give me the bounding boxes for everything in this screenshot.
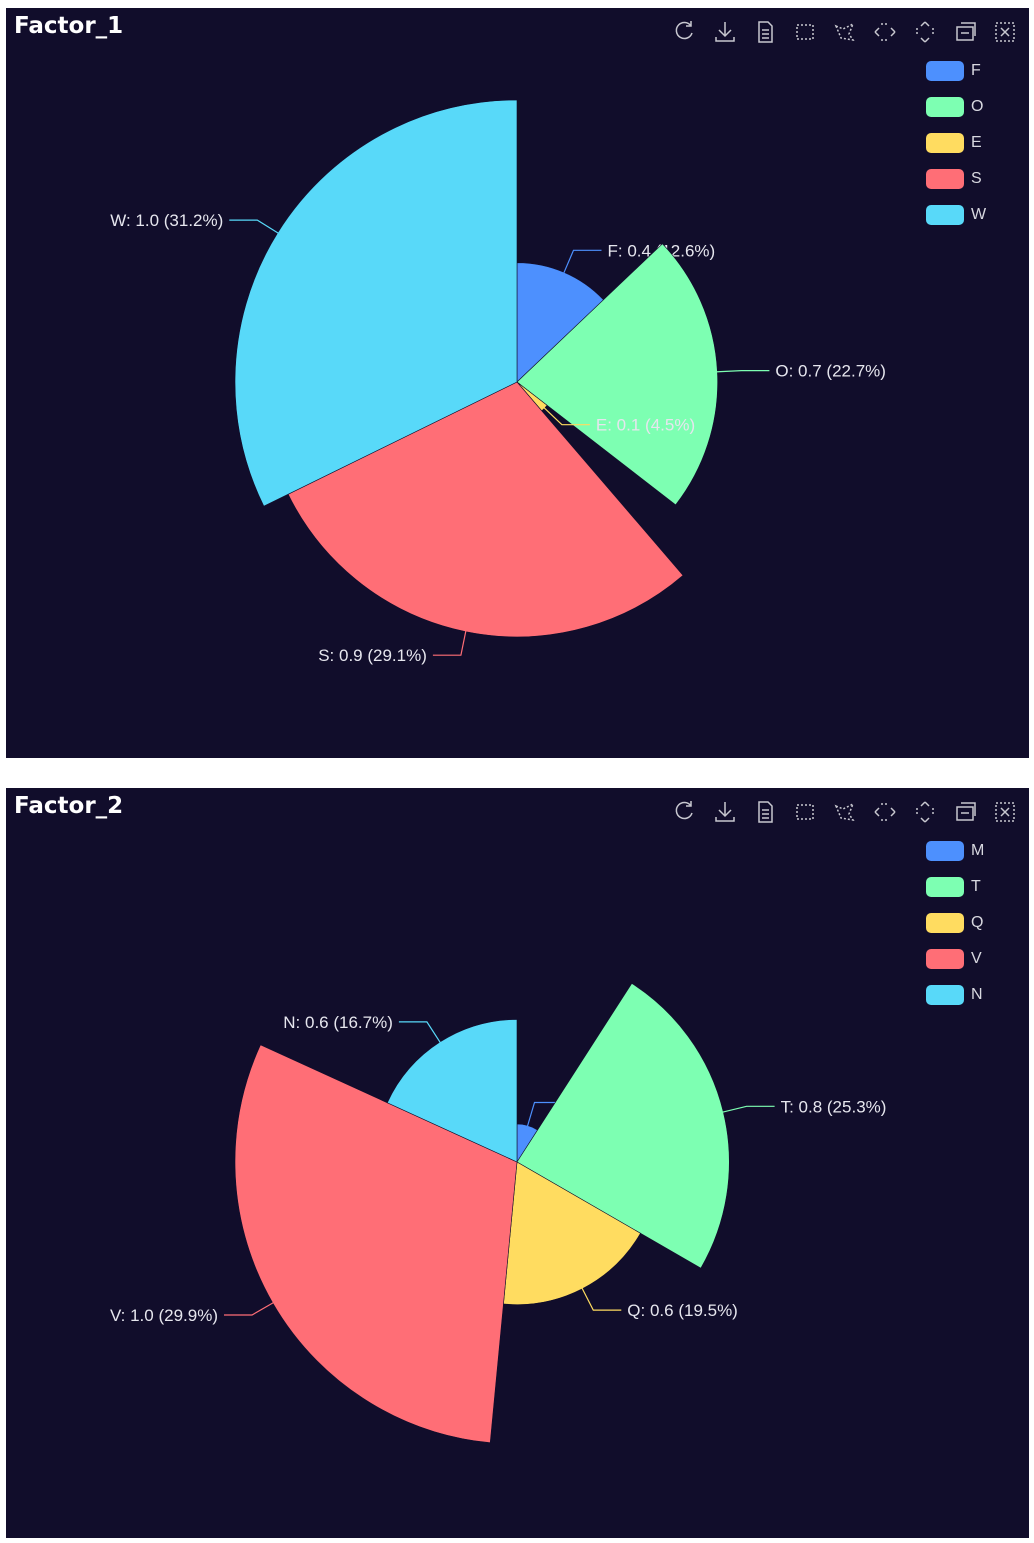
legend-label: E [971,134,982,151]
lasso-select-icon[interactable] [831,18,859,46]
legend-label: F [971,62,981,79]
rect-select-icon[interactable] [791,18,819,46]
slice-label-v: V: 1.0 (29.9%) [110,1306,218,1325]
label-line-t [721,1105,775,1113]
legend-label: O [971,98,984,115]
legend-swatch [926,877,964,897]
download-icon[interactable] [711,18,739,46]
legend-swatch [926,133,964,153]
slice-label-w: W: 1.0 (31.2%) [110,211,223,230]
legend-label: W [971,206,987,223]
data-view-icon[interactable] [751,18,779,46]
legend-swatch [926,61,964,81]
vertical-select-icon[interactable] [911,18,939,46]
rose-chart-factor-1: F: 0.4 (12.6%)O: 0.7 (22.7%)E: 0.1 (4.5%… [110,99,886,665]
chart-panel-factor-2: M: 0.3 (8.6%)T: 0.8 (25.3%)Q: 0.6 (19.5%… [6,788,1029,1538]
label-line-f [562,249,602,275]
label-line-v [224,1301,275,1316]
legend-label: M [971,842,985,859]
legend-label: S [971,170,982,187]
legend-swatch [926,913,964,933]
legend-swatch [926,841,964,861]
label-line-e [542,406,590,426]
refresh-icon[interactable] [671,18,699,46]
lasso-select-icon[interactable] [831,798,859,826]
legend-item-n[interactable]: N [926,984,1006,1006]
legend-item-f[interactable]: F [926,60,1006,82]
label-line-n [398,1021,442,1045]
slice-label-n: N: 0.6 (16.7%) [283,1013,393,1032]
legend-item-w[interactable]: W [926,204,1006,226]
label-line-o [715,370,770,373]
label-line-q [580,1286,622,1311]
chart-title: Factor_2 [14,793,124,819]
legend-item-q[interactable]: Q [926,912,1006,934]
legend-item-t[interactable]: T [926,876,1006,898]
legend-swatch [926,169,964,189]
legend-item-m[interactable]: M [926,840,1006,862]
label-line-s [432,629,467,656]
legend-label: Q [971,914,984,931]
chart-panel-factor-1: F: 0.4 (12.6%)O: 0.7 (22.7%)E: 0.1 (4.5%… [6,8,1029,758]
label-line-w [229,219,280,235]
download-icon[interactable] [711,798,739,826]
clear-selection-icon[interactable] [991,798,1019,826]
rose-chart-factor-2: M: 0.3 (8.6%)T: 0.8 (25.3%)Q: 0.6 (19.5%… [110,982,887,1444]
slice-label-e: E: 0.1 (4.5%) [596,416,695,435]
rect-select-icon[interactable] [791,798,819,826]
slice-label-s: S: 0.9 (29.1%) [318,646,427,665]
slice-label-q: Q: 0.6 (19.5%) [627,1301,738,1320]
keep-selection-icon[interactable] [951,798,979,826]
legend-swatch [926,985,964,1005]
slice-label-t: T: 0.8 (25.3%) [781,1097,887,1116]
data-view-icon[interactable] [751,798,779,826]
legend-label: T [971,878,981,895]
refresh-icon[interactable] [671,798,699,826]
legend-swatch [926,949,964,969]
legend-item-o[interactable]: O [926,96,1006,118]
horizontal-select-icon[interactable] [871,798,899,826]
legend-item-v[interactable]: V [926,948,1006,970]
keep-selection-icon[interactable] [951,18,979,46]
legend-item-e[interactable]: E [926,132,1006,154]
legend-label: N [971,986,983,1003]
legend-item-s[interactable]: S [926,168,1006,190]
horizontal-select-icon[interactable] [871,18,899,46]
clear-selection-icon[interactable] [991,18,1019,46]
vertical-select-icon[interactable] [911,798,939,826]
chart-title: Factor_1 [14,13,124,39]
legend-label: V [971,950,982,967]
slice-label-o: O: 0.7 (22.7%) [775,362,886,381]
legend-swatch [926,97,964,117]
label-line-m [526,1101,563,1128]
legend-swatch [926,205,964,225]
